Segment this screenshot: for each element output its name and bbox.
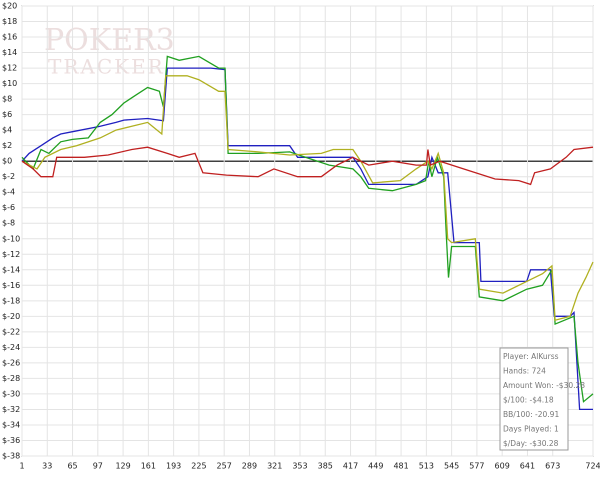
y-tick-label: $6 bbox=[2, 110, 12, 119]
x-tick-label: 673 bbox=[545, 462, 560, 471]
y-tick-label: $2 bbox=[2, 141, 12, 150]
y-tick-label: $12 bbox=[2, 64, 17, 73]
x-tick-label: 353 bbox=[292, 462, 307, 471]
x-tick-label: 449 bbox=[368, 462, 383, 471]
x-tick-label: 1 bbox=[19, 462, 24, 471]
x-tick-label: 193 bbox=[166, 462, 181, 471]
stats-frame bbox=[499, 347, 569, 451]
y-tick-label: $10 bbox=[2, 79, 17, 88]
y-tick-label: $20 bbox=[2, 2, 17, 11]
stat-text: BB/100: -20.91 bbox=[503, 410, 559, 419]
y-tick-label: $-16 bbox=[2, 281, 20, 290]
x-tick-label: 385 bbox=[318, 462, 333, 471]
x-tick-label: 577 bbox=[469, 462, 484, 471]
y-tick-label: $-10 bbox=[2, 234, 20, 243]
stat-text: Hands: 724 bbox=[503, 367, 546, 376]
series-line bbox=[21, 55, 594, 403]
series-line bbox=[21, 146, 594, 186]
stat-text: $/Day: -$30.28 bbox=[503, 439, 559, 448]
y-tick-label: $14 bbox=[2, 48, 17, 57]
x-tick-label: 97 bbox=[93, 462, 103, 471]
stat-text: $/100: -$4.18 bbox=[503, 396, 554, 405]
y-tick-label: $8 bbox=[2, 95, 12, 104]
y-tick-label: $-12 bbox=[2, 250, 20, 259]
stat-text: Days Played: 1 bbox=[503, 425, 559, 434]
x-tick-label: 641 bbox=[520, 462, 535, 471]
x-tick-label: 321 bbox=[267, 462, 282, 471]
x-tick-label: 129 bbox=[115, 462, 130, 471]
x-tick-label: 545 bbox=[444, 462, 459, 471]
y-tick-label: $-26 bbox=[2, 358, 20, 367]
y-tick-label: $-38 bbox=[2, 452, 20, 461]
y-tick-label: $-4 bbox=[2, 188, 15, 197]
stat-text: Amount Won: -$30.28 bbox=[503, 381, 585, 390]
x-tick-label: 161 bbox=[141, 462, 156, 471]
x-tick-label: 513 bbox=[419, 462, 434, 471]
y-tick-label: $16 bbox=[2, 33, 17, 42]
x-tick-label: 481 bbox=[393, 462, 408, 471]
stats-box: Player: AlKurss Hands: 724 Amount Won: -$3… bbox=[499, 347, 585, 451]
y-tick-label: $-34 bbox=[2, 420, 20, 429]
x-tick-label: 225 bbox=[191, 462, 206, 471]
y-tick-label: $-2 bbox=[2, 172, 15, 181]
plot-area bbox=[21, 5, 594, 457]
x-tick-label: 65 bbox=[67, 462, 77, 471]
y-tick-label: $-8 bbox=[2, 219, 15, 228]
x-tick-label: 417 bbox=[343, 462, 358, 471]
y-tick-label: $-36 bbox=[2, 436, 20, 445]
x-tick-label: 724 bbox=[585, 462, 600, 471]
x-tick-label: 289 bbox=[242, 462, 257, 471]
y-tick-label: $-22 bbox=[2, 327, 20, 336]
y-tick-label: $4 bbox=[2, 126, 12, 135]
y-tick-label: $0 bbox=[2, 157, 12, 166]
y-tick-label: $-20 bbox=[2, 312, 20, 321]
y-tick-label: $-32 bbox=[2, 405, 20, 414]
series-line bbox=[21, 75, 594, 322]
y-tick-label: $-14 bbox=[2, 265, 20, 274]
x-tick-label: 609 bbox=[495, 462, 510, 471]
y-tick-label: $-28 bbox=[2, 374, 20, 383]
lines bbox=[21, 55, 594, 411]
x-tick-label: 257 bbox=[217, 462, 232, 471]
y-tick-label: $-18 bbox=[2, 296, 20, 305]
grid bbox=[21, 5, 594, 457]
watermark: POKER3 TRACKER bbox=[44, 23, 175, 79]
x-tick-label: 33 bbox=[42, 462, 52, 471]
y-tick-label: $-24 bbox=[2, 343, 20, 352]
y-tick-label: $-6 bbox=[2, 203, 15, 212]
stat-text: Player: AlKurss bbox=[503, 352, 559, 361]
y-tick-label: $18 bbox=[2, 17, 17, 26]
watermark-text: TRACKER bbox=[48, 55, 165, 79]
y-tick-label: $-30 bbox=[2, 389, 20, 398]
